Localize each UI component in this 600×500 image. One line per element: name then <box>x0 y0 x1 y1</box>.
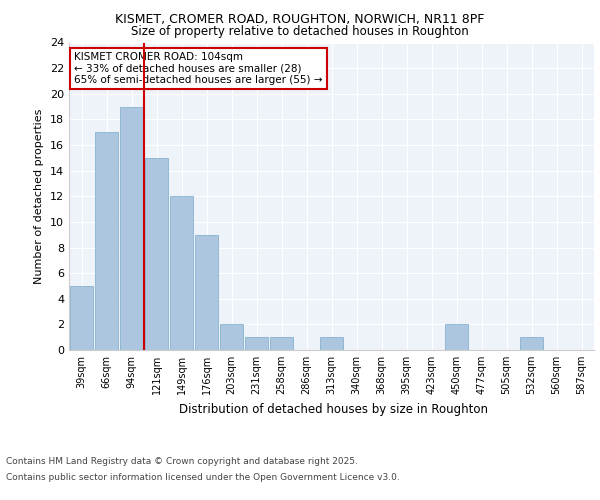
Bar <box>95 132 118 350</box>
Text: Size of property relative to detached houses in Roughton: Size of property relative to detached ho… <box>131 25 469 38</box>
Bar <box>70 286 94 350</box>
Text: KISMET, CROMER ROAD, ROUGHTON, NORWICH, NR11 8PF: KISMET, CROMER ROAD, ROUGHTON, NORWICH, … <box>115 12 485 26</box>
Bar <box>220 324 244 350</box>
Bar <box>119 106 143 350</box>
Bar <box>269 337 293 350</box>
Text: Distribution of detached houses by size in Roughton: Distribution of detached houses by size … <box>179 402 488 415</box>
Bar <box>520 337 544 350</box>
Bar <box>320 337 343 350</box>
Y-axis label: Number of detached properties: Number of detached properties <box>34 108 44 284</box>
Bar <box>445 324 469 350</box>
Text: Contains public sector information licensed under the Open Government Licence v3: Contains public sector information licen… <box>6 472 400 482</box>
Bar <box>145 158 169 350</box>
Text: KISMET CROMER ROAD: 104sqm
← 33% of detached houses are smaller (28)
65% of semi: KISMET CROMER ROAD: 104sqm ← 33% of deta… <box>74 52 323 85</box>
Bar <box>245 337 268 350</box>
Bar <box>194 234 218 350</box>
Bar <box>170 196 193 350</box>
Text: Contains HM Land Registry data © Crown copyright and database right 2025.: Contains HM Land Registry data © Crown c… <box>6 458 358 466</box>
